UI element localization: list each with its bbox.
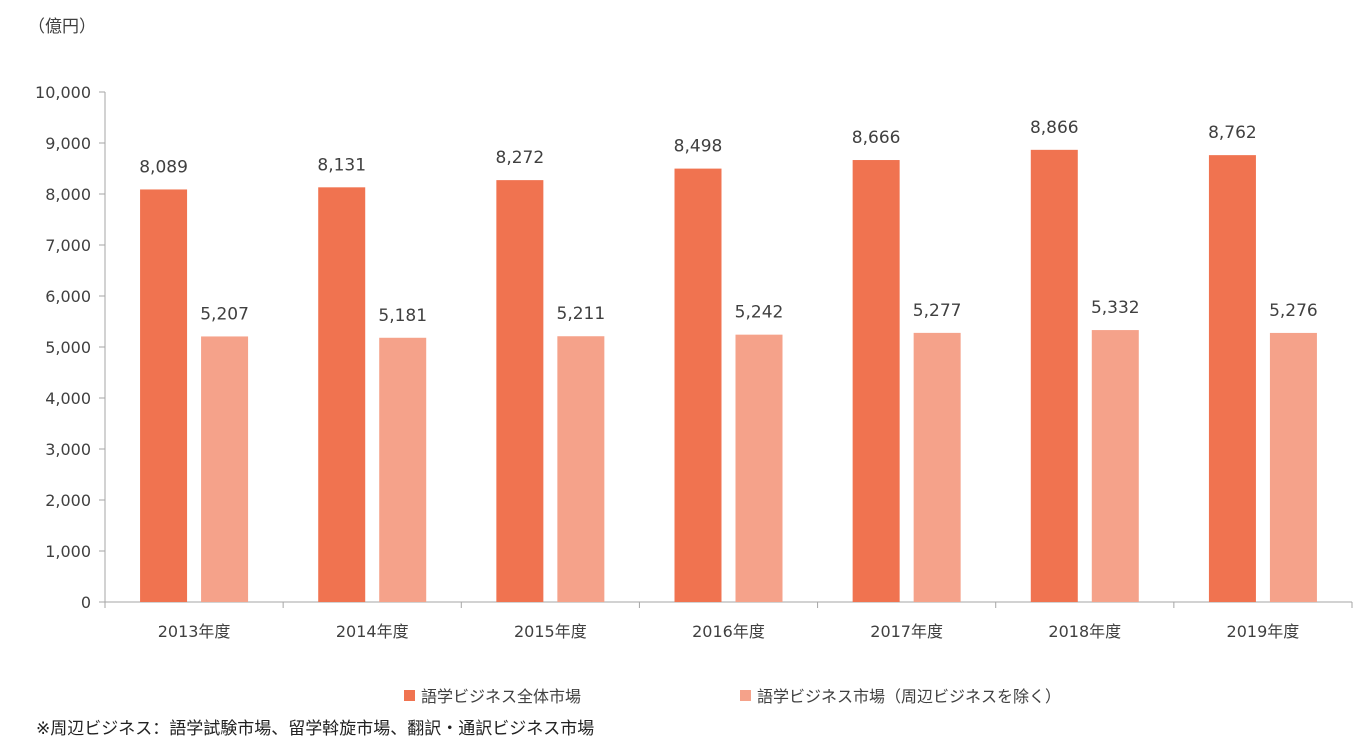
bar-core: [913, 332, 961, 602]
y-tick-label: 4,000: [45, 389, 91, 408]
x-tick-label: 2018年度: [1048, 622, 1121, 641]
bar-core: [735, 334, 783, 602]
bar-total: [1030, 149, 1078, 603]
bar-core: [1269, 332, 1317, 602]
y-axis-unit-label: （億円）: [28, 17, 96, 37]
data-label-total: 8,272: [496, 148, 545, 168]
y-tick-label: 5,000: [45, 338, 91, 357]
data-label-total: 8,131: [317, 155, 366, 175]
legend-swatch-core-market: [740, 689, 751, 701]
y-tick-label: 0: [81, 593, 91, 612]
bar-core: [201, 336, 249, 602]
data-label-total: 8,666: [852, 128, 901, 148]
data-label-total: 8,866: [1030, 118, 1079, 138]
bar-total: [496, 180, 544, 603]
footnote: ※周辺ビジネス：語学試験市場、留学斡旋市場、翻訳・通訳ビジネス市場: [36, 719, 595, 739]
x-tick-label: 2014年度: [336, 622, 409, 641]
y-tick-label: 2,000: [45, 491, 91, 510]
x-tick-label: 2017年度: [870, 622, 943, 641]
x-tick-label: 2013年度: [158, 622, 231, 641]
legend-label-core-market: 語学ビジネス市場（周辺ビジネスを除く）: [757, 687, 1062, 706]
y-tick-label: 9,000: [45, 134, 91, 153]
bar-total: [1208, 155, 1256, 602]
data-label-total: 8,762: [1208, 123, 1257, 143]
bar-total: [318, 187, 366, 602]
bar-chart: 0 1,000 2,000 3,000 4,000 5,000 6,000 7,000 8,00…: [35, 83, 1353, 641]
data-label-core: 5,242: [735, 303, 784, 323]
x-tick-label: 2016年度: [692, 622, 765, 641]
bar-total: [852, 160, 900, 602]
data-label-core: 5,277: [913, 301, 962, 321]
y-tick-label: 10,000: [35, 83, 91, 102]
legend: 語学ビジネス全体市場 語学ビジネス市場（周辺ビジネスを除く）: [0, 683, 1354, 707]
y-tick-label: 1,000: [45, 542, 91, 561]
y-tick-label: 8,000: [45, 185, 91, 204]
bar-total: [140, 189, 188, 602]
bar-total: [674, 168, 722, 603]
y-tick-label: 7,000: [45, 236, 91, 255]
data-label-core: 5,276: [1269, 301, 1318, 321]
data-label-core: 5,207: [200, 304, 249, 324]
x-tick-label: 2019年度: [1227, 622, 1300, 641]
x-tick-label: 2015年度: [514, 622, 587, 641]
data-label-core: 5,211: [557, 304, 606, 324]
bar-core: [557, 336, 605, 602]
data-label-total: 8,089: [139, 157, 188, 177]
data-label-core: 5,181: [378, 306, 427, 326]
data-label-total: 8,498: [674, 137, 723, 157]
legend-item-core-market: 語学ビジネス市場（周辺ビジネスを除く）: [740, 683, 1061, 707]
bar-core: [379, 337, 427, 602]
data-label-core: 5,332: [1091, 298, 1140, 318]
legend-item-total-market: 語学ビジネス全体市場: [404, 683, 581, 707]
legend-swatch-total-market: [404, 689, 415, 701]
legend-label-total-market: 語学ビジネス全体市場: [421, 687, 582, 706]
y-tick-label: 6,000: [45, 287, 91, 306]
y-tick-label: 3,000: [45, 440, 91, 459]
bar-core: [1091, 330, 1139, 602]
